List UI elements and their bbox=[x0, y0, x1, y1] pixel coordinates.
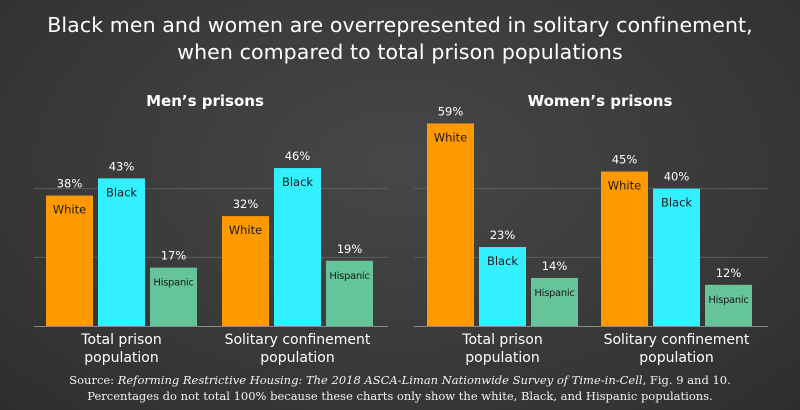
women-value-label: 40% bbox=[664, 170, 690, 184]
footnote: Percentages do not total 100% because th… bbox=[87, 389, 713, 403]
men-bar-black bbox=[98, 178, 145, 326]
men-category-label: Solitary confinement bbox=[225, 332, 371, 348]
men-panel-title: Men’s prisons bbox=[146, 92, 264, 110]
men-bar-series-label: Hispanic bbox=[153, 278, 193, 289]
men-value-label: 43% bbox=[109, 159, 135, 173]
source-line: Source: Reforming Restrictive Housing: T… bbox=[0, 372, 800, 388]
women-value-label: 14% bbox=[542, 259, 568, 273]
women-bar-series-label: Hispanic bbox=[534, 288, 574, 299]
women-bar-hispanic bbox=[705, 284, 752, 326]
women-bar-series-label: White bbox=[608, 179, 641, 193]
men-bar-black bbox=[274, 168, 321, 326]
men-bar-hispanic bbox=[150, 267, 197, 326]
source-prefix: Source: bbox=[69, 373, 118, 387]
women-bar-white bbox=[427, 123, 474, 326]
women-value-label: 45% bbox=[612, 153, 638, 167]
women-bar-series-label: Hispanic bbox=[708, 295, 748, 306]
men-bar-series-label: Black bbox=[282, 175, 313, 189]
women-bar-black bbox=[479, 247, 526, 326]
chart-title: Black men and women are overrepresented … bbox=[0, 12, 800, 66]
men-category-label: population bbox=[260, 350, 335, 366]
men-bar-white bbox=[222, 216, 269, 326]
charts-area: Men’s prisons 38% White 43% Black 17% Hispanic… bbox=[34, 92, 768, 366]
men-value-label: 38% bbox=[57, 177, 83, 191]
women-category-label: Total prison bbox=[461, 332, 542, 348]
women-bar-black bbox=[653, 188, 700, 326]
source-suffix: , Fig. 9 and 10. bbox=[642, 373, 731, 387]
men-bar-white bbox=[46, 195, 93, 326]
women-value-label: 12% bbox=[716, 266, 742, 280]
men-bar-series-label: Hispanic bbox=[329, 271, 369, 282]
footer: Source: Reforming Restrictive Housing: T… bbox=[0, 372, 800, 404]
women-value-label: 23% bbox=[490, 228, 516, 242]
women-value-label: 59% bbox=[438, 104, 464, 118]
men-value-label: 17% bbox=[161, 249, 187, 263]
women-category-label: population bbox=[465, 350, 540, 366]
men-bar-hispanic bbox=[326, 260, 373, 326]
men-category-label: Total prison bbox=[80, 332, 161, 348]
men-category-label: population bbox=[84, 350, 159, 366]
men-bar-series-label: White bbox=[229, 223, 262, 237]
men-bar-series-label: Black bbox=[106, 185, 137, 199]
women-bar-white bbox=[601, 171, 648, 326]
chart-title-line-1: Black men and women are overrepresented … bbox=[47, 13, 753, 37]
women-category-label: Solitary confinement bbox=[604, 332, 750, 348]
men-value-label: 32% bbox=[233, 197, 259, 211]
chart-title-line-2: when compared to total prison population… bbox=[177, 40, 623, 64]
men-bar-series-label: White bbox=[53, 203, 86, 217]
source-title: Reforming Restrictive Housing: The 2018 … bbox=[117, 373, 643, 387]
women-category-label: population bbox=[639, 350, 714, 366]
women-bar-hispanic bbox=[531, 277, 578, 326]
women-panel-title: Women’s prisons bbox=[528, 92, 673, 110]
men-value-label: 19% bbox=[337, 242, 363, 256]
women-bar-series-label: Black bbox=[661, 196, 692, 210]
women-bar-series-label: White bbox=[434, 130, 467, 144]
women-bar-series-label: Black bbox=[487, 254, 518, 268]
men-value-label: 46% bbox=[285, 149, 311, 163]
